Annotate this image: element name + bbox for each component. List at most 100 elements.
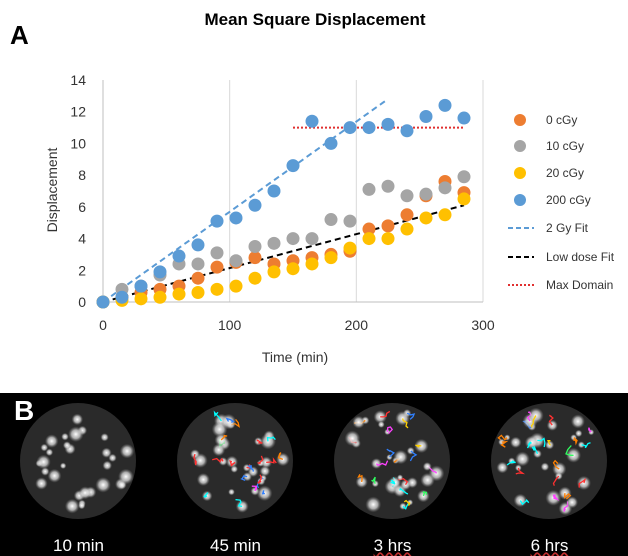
foci-spot bbox=[64, 498, 80, 514]
foci-spot bbox=[566, 496, 579, 509]
y-tick-label-2: 4 bbox=[78, 231, 86, 247]
foci-spot bbox=[100, 433, 109, 442]
foci-spot bbox=[235, 499, 249, 513]
micrograph-panel-4: 6 hrs bbox=[471, 393, 628, 556]
track-path bbox=[406, 412, 416, 420]
point-20-cGy-15 bbox=[381, 232, 395, 246]
track-path bbox=[357, 474, 363, 483]
point-20-cGy-9 bbox=[267, 265, 281, 279]
point-10-cGy-9 bbox=[267, 236, 281, 250]
foci-spot bbox=[533, 449, 542, 459]
foci-spot bbox=[40, 443, 49, 452]
track-path bbox=[526, 441, 532, 449]
point-10-cGy-10 bbox=[286, 232, 300, 246]
track-path bbox=[552, 459, 560, 470]
x-tick-label-3: 300 bbox=[471, 317, 495, 333]
point-10-cGy-14 bbox=[362, 182, 376, 196]
track-path bbox=[386, 426, 394, 434]
foci-spot bbox=[344, 430, 361, 447]
micrograph-image-1 bbox=[20, 403, 136, 519]
point-200-cGy-7 bbox=[229, 211, 243, 225]
track-path bbox=[572, 437, 578, 446]
point-200-cGy-2 bbox=[134, 279, 148, 293]
y-axis-label: Displacement bbox=[44, 147, 60, 232]
foci-spot bbox=[540, 462, 550, 472]
track-path bbox=[519, 499, 530, 506]
point-20-cGy-5 bbox=[191, 285, 205, 299]
foci-spot bbox=[78, 502, 86, 510]
track-path bbox=[531, 446, 539, 455]
point-0-cGy-6 bbox=[210, 260, 224, 274]
legend-label-2: 20 cGy bbox=[546, 166, 584, 180]
track-path bbox=[240, 475, 248, 481]
point-10-cGy-7 bbox=[229, 254, 243, 268]
foci-spot bbox=[220, 413, 237, 430]
point-20-cGy-16 bbox=[400, 222, 414, 236]
legend-label-4: 2 Gy Fit bbox=[546, 221, 589, 235]
point-200-cGy-5 bbox=[191, 238, 205, 252]
y-tick-label-1: 2 bbox=[78, 262, 86, 278]
point-10-cGy-12 bbox=[324, 213, 338, 227]
track-path bbox=[530, 415, 537, 428]
foci-spot bbox=[212, 443, 226, 457]
track-path bbox=[371, 476, 376, 484]
time-label-3: 3 hrs bbox=[373, 536, 412, 555]
point-200-cGy-3 bbox=[153, 265, 167, 279]
foci-spot bbox=[47, 468, 62, 483]
point-200-cGy-19 bbox=[457, 111, 471, 125]
y-tick-label-4: 8 bbox=[78, 167, 86, 183]
track-path bbox=[213, 410, 222, 422]
foci-spot bbox=[78, 486, 92, 500]
track-path bbox=[212, 457, 224, 463]
foci-spot bbox=[420, 472, 435, 488]
time-label-2: 45 min bbox=[209, 536, 262, 555]
foci-spot bbox=[395, 411, 410, 426]
track-path bbox=[390, 479, 396, 485]
track-path bbox=[203, 492, 209, 498]
point-20-cGy-12 bbox=[324, 251, 338, 265]
point-10-cGy-17 bbox=[419, 187, 433, 201]
point-10-cGy-5 bbox=[191, 257, 205, 271]
point-10-cGy-8 bbox=[248, 240, 262, 253]
track-path bbox=[251, 485, 258, 492]
foci-spot bbox=[515, 451, 530, 467]
track-path bbox=[277, 452, 284, 461]
foci-spot bbox=[45, 448, 54, 457]
foci-spot bbox=[59, 462, 67, 470]
x-tick-label-1: 100 bbox=[218, 317, 242, 333]
y-tick-label-5: 10 bbox=[70, 135, 86, 151]
point-10-cGy-19 bbox=[457, 170, 471, 184]
track-path bbox=[500, 440, 509, 448]
track-path bbox=[375, 460, 389, 467]
chart-title: Mean Square Displacement bbox=[204, 10, 425, 29]
time-label-4: 6 hrs bbox=[530, 536, 569, 555]
legend-marker-3 bbox=[514, 194, 526, 206]
foci-spot bbox=[225, 455, 239, 468]
point-20-cGy-8 bbox=[248, 271, 262, 285]
legend-marker-2 bbox=[514, 167, 526, 179]
foci-spot bbox=[35, 477, 48, 490]
point-200-cGy-6 bbox=[210, 214, 224, 228]
x-tick-label-0: 0 bbox=[99, 317, 107, 333]
track-path bbox=[266, 457, 277, 464]
track-path bbox=[563, 493, 572, 500]
foci-spot bbox=[71, 413, 84, 426]
point-200-cGy-14 bbox=[362, 121, 376, 135]
track-path bbox=[261, 490, 265, 495]
point-20-cGy-13 bbox=[343, 241, 357, 255]
point-200-cGy-1 bbox=[115, 290, 129, 304]
point-200-cGy-12 bbox=[324, 136, 338, 150]
point-200-cGy-15 bbox=[381, 117, 395, 131]
panel-b-label: B bbox=[14, 395, 35, 426]
track-path bbox=[565, 445, 574, 456]
legend-marker-0 bbox=[514, 114, 526, 126]
track-path bbox=[399, 487, 409, 495]
foci-spot bbox=[44, 434, 59, 448]
track-path bbox=[401, 418, 409, 429]
foci-spot bbox=[577, 441, 585, 449]
foci-spot bbox=[95, 477, 111, 493]
foci-spot bbox=[102, 460, 113, 471]
track-path bbox=[247, 465, 254, 472]
legend: 0 cGy 10 cGy 20 cGy 200 cGy 2 Gy Fit Low dose… bbox=[508, 113, 615, 292]
point-0-cGy-14 bbox=[362, 222, 376, 236]
